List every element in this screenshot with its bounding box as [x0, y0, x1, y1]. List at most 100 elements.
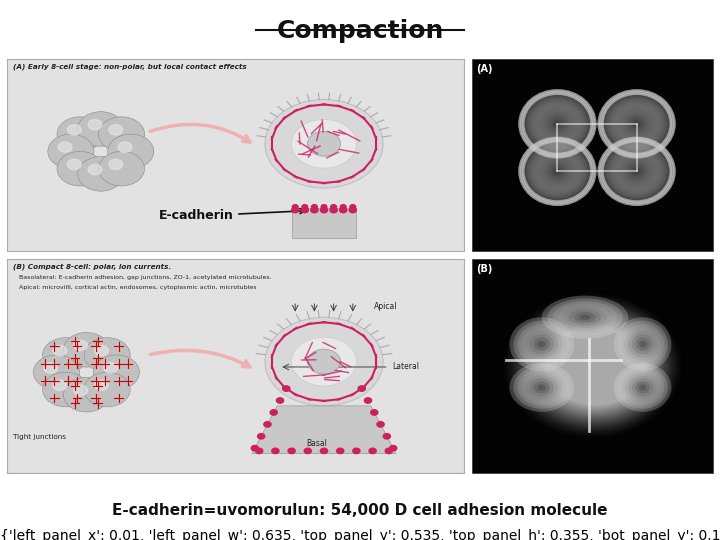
Circle shape — [371, 410, 378, 415]
Circle shape — [292, 337, 356, 386]
Ellipse shape — [523, 309, 665, 422]
Ellipse shape — [639, 384, 647, 390]
Circle shape — [48, 134, 94, 168]
Text: E-cadherin: E-cadherin — [158, 208, 305, 222]
Ellipse shape — [526, 375, 558, 400]
Circle shape — [307, 349, 341, 374]
Ellipse shape — [534, 316, 655, 415]
Circle shape — [383, 434, 390, 439]
Ellipse shape — [518, 305, 668, 427]
Ellipse shape — [520, 138, 595, 205]
Ellipse shape — [530, 379, 554, 396]
Text: Compaction: Compaction — [276, 19, 444, 43]
Ellipse shape — [635, 338, 650, 351]
Ellipse shape — [514, 301, 672, 430]
Ellipse shape — [616, 106, 657, 141]
Circle shape — [385, 448, 392, 454]
Ellipse shape — [530, 147, 585, 196]
Circle shape — [364, 398, 372, 403]
Circle shape — [73, 385, 88, 396]
Ellipse shape — [537, 153, 577, 189]
Circle shape — [94, 380, 108, 390]
Text: {'left_panel_x': 0.01, 'left_panel_w': 0.635, 'top_panel_y': 0.535, 'top_panel_h: {'left_panel_x': 0.01, 'left_panel_w': 0… — [0, 529, 720, 540]
Ellipse shape — [531, 315, 658, 417]
Ellipse shape — [628, 330, 657, 357]
Ellipse shape — [639, 341, 647, 348]
Ellipse shape — [518, 324, 566, 365]
Text: Apical: Apical — [374, 302, 398, 311]
Circle shape — [304, 448, 312, 454]
Ellipse shape — [547, 298, 623, 336]
Ellipse shape — [606, 145, 667, 198]
Ellipse shape — [521, 372, 562, 403]
Circle shape — [53, 346, 67, 356]
Ellipse shape — [527, 97, 588, 151]
Ellipse shape — [516, 303, 671, 428]
Ellipse shape — [634, 169, 639, 173]
Ellipse shape — [631, 119, 642, 129]
Ellipse shape — [530, 334, 554, 354]
Ellipse shape — [525, 95, 590, 153]
Ellipse shape — [541, 322, 649, 409]
Ellipse shape — [580, 314, 590, 320]
Ellipse shape — [534, 338, 550, 351]
Circle shape — [58, 142, 72, 152]
Ellipse shape — [522, 92, 593, 155]
Ellipse shape — [621, 158, 652, 185]
Ellipse shape — [511, 300, 675, 432]
Circle shape — [270, 410, 277, 415]
Circle shape — [73, 340, 88, 350]
Circle shape — [78, 157, 124, 191]
Ellipse shape — [540, 156, 575, 187]
Circle shape — [84, 338, 130, 372]
Circle shape — [265, 99, 383, 188]
Text: Basal: Basal — [307, 439, 327, 448]
Ellipse shape — [621, 324, 665, 365]
Circle shape — [258, 434, 265, 439]
Text: (A): (A) — [476, 64, 492, 74]
Text: Tight junctions: Tight junctions — [13, 434, 66, 440]
Circle shape — [341, 205, 346, 209]
Circle shape — [109, 125, 122, 135]
Ellipse shape — [503, 294, 681, 437]
Ellipse shape — [546, 326, 645, 406]
Ellipse shape — [501, 292, 684, 440]
Ellipse shape — [619, 108, 654, 139]
Ellipse shape — [510, 317, 575, 372]
Ellipse shape — [609, 147, 665, 196]
Ellipse shape — [614, 104, 660, 144]
Circle shape — [265, 318, 383, 406]
Ellipse shape — [552, 119, 562, 129]
Ellipse shape — [606, 97, 667, 151]
Ellipse shape — [604, 95, 670, 153]
Ellipse shape — [626, 115, 647, 133]
Ellipse shape — [632, 334, 654, 354]
Circle shape — [320, 448, 328, 454]
Circle shape — [118, 142, 132, 152]
Circle shape — [88, 164, 102, 175]
Ellipse shape — [635, 381, 650, 394]
Ellipse shape — [539, 321, 652, 411]
Ellipse shape — [510, 363, 575, 411]
Ellipse shape — [611, 102, 662, 146]
Ellipse shape — [526, 330, 558, 357]
Ellipse shape — [601, 140, 672, 202]
Ellipse shape — [569, 309, 601, 325]
Ellipse shape — [634, 122, 639, 126]
Ellipse shape — [526, 311, 662, 421]
Circle shape — [99, 151, 145, 186]
Text: Lateral: Lateral — [392, 362, 419, 372]
Circle shape — [271, 448, 279, 454]
FancyArrowPatch shape — [150, 350, 250, 367]
Circle shape — [340, 207, 347, 213]
Circle shape — [94, 355, 140, 389]
Ellipse shape — [544, 324, 647, 407]
FancyArrowPatch shape — [150, 124, 250, 142]
Ellipse shape — [629, 165, 644, 178]
Ellipse shape — [629, 117, 644, 131]
Ellipse shape — [513, 366, 570, 409]
Circle shape — [390, 446, 397, 451]
Ellipse shape — [521, 307, 666, 424]
Ellipse shape — [525, 143, 590, 200]
Ellipse shape — [522, 140, 593, 202]
